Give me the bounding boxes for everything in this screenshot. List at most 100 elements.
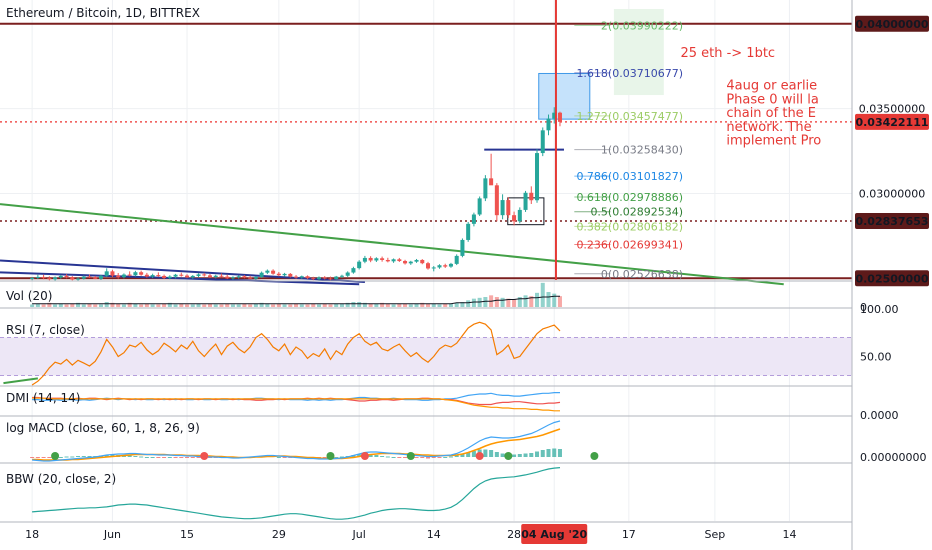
candle[interactable] [311,276,316,281]
candle[interactable] [133,270,138,277]
candle[interactable] [81,275,86,280]
candle[interactable] [351,266,356,274]
candle[interactable] [403,259,408,265]
candle[interactable] [529,186,534,204]
time-axis-label[interactable]: Jun [103,528,121,541]
candle[interactable] [47,276,52,281]
time-axis-label[interactable]: Jul [352,528,366,541]
candle[interactable] [408,260,413,265]
candle[interactable] [116,273,121,279]
candle[interactable] [477,196,482,217]
rsi-trend-arrow[interactable] [3,377,39,385]
candle[interactable] [242,275,247,279]
candle[interactable] [104,268,109,277]
trend-line[interactable] [0,271,360,286]
bbw-pane[interactable]: BBW (20, close, 2) [6,467,561,520]
candle[interactable] [276,272,281,277]
candle[interactable] [70,276,75,281]
candle[interactable] [150,273,155,279]
price-axis-label[interactable]: 0.04000000 [855,15,929,32]
candle[interactable] [443,263,448,268]
candle[interactable] [328,276,333,281]
candle[interactable] [173,273,178,279]
time-axis-label[interactable]: 14 [782,528,796,541]
candle[interactable] [179,272,184,277]
candle[interactable] [139,270,144,276]
candle[interactable] [265,269,270,275]
price-axis-label[interactable]: 0.02500000 [855,270,929,287]
candle[interactable] [316,276,322,281]
candle[interactable] [259,271,264,278]
dmi-pane[interactable]: DMI (14, 14) [6,391,561,412]
candle[interactable] [58,274,63,279]
trend-line[interactable] [0,259,365,284]
candle[interactable] [557,111,562,127]
candle[interactable] [426,261,431,270]
candle[interactable] [144,272,149,278]
rsi-pane[interactable]: RSI (7, close) [0,321,852,386]
candle[interactable] [294,275,299,279]
candle[interactable] [305,275,310,279]
macd-pane[interactable]: log MACD (close, 60, 1, 8, 26, 9) [6,420,599,462]
candle[interactable] [500,194,505,220]
candle[interactable] [523,190,528,212]
annotation-text[interactable]: network. The [726,120,811,135]
rsi-pane-title[interactable]: RSI (7, close) [6,323,85,337]
candle[interactable] [156,272,161,277]
symbol-title[interactable]: Ethereum / Bitcoin, 1D, BITTREX [6,6,200,20]
candle[interactable] [414,258,419,263]
candle[interactable] [110,269,115,277]
dmi-pane-title[interactable]: DMI (14, 14) [6,391,80,405]
candle[interactable] [391,258,396,263]
candle[interactable] [494,183,499,222]
candle[interactable] [93,275,98,280]
candle[interactable] [225,274,230,280]
candle[interactable] [431,266,436,272]
candle[interactable] [362,255,367,264]
candle[interactable] [185,274,190,279]
time-axis-label[interactable]: 14 [427,528,441,541]
candle[interactable] [288,273,293,278]
candle[interactable] [271,269,276,275]
trend-line[interactable] [0,203,784,286]
candle[interactable] [98,274,103,280]
volume-pane[interactable]: Vol (20) [6,282,562,307]
time-axis-label[interactable]: 17 [622,528,636,541]
candle[interactable] [540,127,545,157]
candle[interactable] [517,207,522,224]
candle[interactable] [41,274,46,280]
candle[interactable] [253,276,258,280]
candle[interactable] [466,221,471,242]
candle[interactable] [454,254,459,266]
annotation-text[interactable]: 4aug or earlie [726,79,817,94]
candle[interactable] [53,276,58,281]
candle[interactable] [483,175,488,202]
candle[interactable] [207,273,212,278]
candle[interactable] [489,153,494,186]
price-axis-label[interactable]: 0.02837653 [855,213,929,230]
candle[interactable] [448,262,453,268]
annotation-text[interactable]: implement Pro [726,134,821,149]
candle[interactable] [471,212,476,227]
candle[interactable] [460,238,465,258]
candle[interactable] [374,257,379,263]
candle[interactable] [512,211,517,226]
candle[interactable] [230,276,235,280]
candle[interactable] [322,276,327,280]
candle[interactable] [380,256,385,262]
time-axis-current-label[interactable]: 04 Aug '20 [521,524,587,544]
candle[interactable] [437,264,442,269]
candle[interactable] [87,274,92,278]
annotation-text[interactable]: chain of the E [726,106,816,121]
price-axis-label[interactable]: 0.03422111 [855,113,929,130]
candle[interactable] [552,107,557,124]
price-pane[interactable]: 2(0.03990222) 1.618(0.03710677) 1.272(0.03… [0,0,852,286]
price-axis-label[interactable]: 0.03000000 [859,187,925,200]
volume-pane-title[interactable]: Vol (20) [6,289,52,303]
time-axis-label[interactable]: Sep [705,528,726,541]
annotation-text[interactable]: Phase 0 will la [726,92,819,107]
candle[interactable] [196,273,201,278]
candle[interactable] [127,271,132,277]
